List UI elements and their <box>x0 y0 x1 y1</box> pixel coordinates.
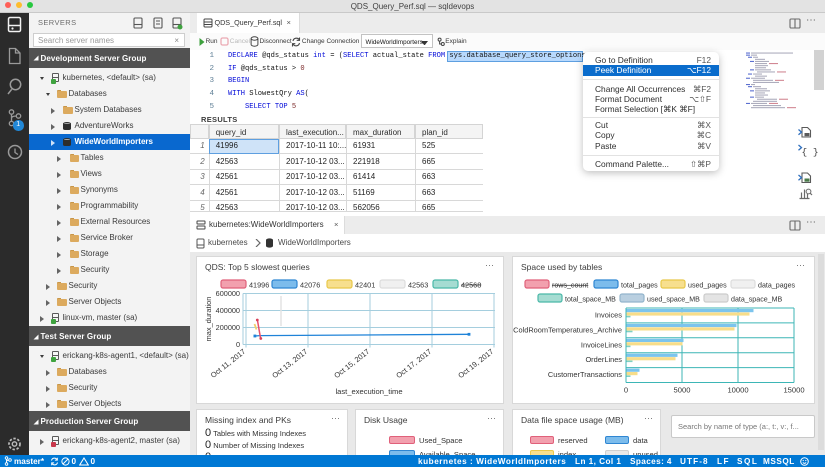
svg-text:data_space_MB: data_space_MB <box>731 295 783 303</box>
svg-text:Invoices: Invoices <box>595 310 622 319</box>
svg-text:42401: 42401 <box>355 280 375 289</box>
svg-text:data_pages: data_pages <box>758 281 796 289</box>
svg-text:Oct 13, 2017: Oct 13, 2017 <box>270 347 309 380</box>
svg-text:41996: 41996 <box>249 280 269 289</box>
svg-text:0: 0 <box>236 340 240 349</box>
svg-text:Oct 19, 2017: Oct 19, 2017 <box>456 347 495 380</box>
svg-text:last_execution_time: last_execution_time <box>335 387 402 396</box>
svg-text:InvoiceLines: InvoiceLines <box>581 340 622 349</box>
svg-text:ColdRoomTemperatures_Archive: ColdRoomTemperatures_Archive <box>513 325 622 334</box>
svg-text:0: 0 <box>624 386 628 395</box>
svg-text:Oct 11, 2017: Oct 11, 2017 <box>209 347 247 380</box>
svg-text:used_pages: used_pages <box>688 281 727 289</box>
svg-text:600000: 600000 <box>216 289 240 298</box>
svg-text:total_pages: total_pages <box>621 281 658 289</box>
svg-text:{ }: { } <box>802 147 819 158</box>
svg-text:CustomerTransactions: CustomerTransactions <box>548 370 622 379</box>
svg-text:200000: 200000 <box>216 323 240 332</box>
svg-text:42568: 42568 <box>461 280 481 289</box>
svg-text:5000: 5000 <box>674 386 691 395</box>
svg-text:42076: 42076 <box>300 280 320 289</box>
svg-text:400000: 400000 <box>216 306 240 315</box>
svg-text:OrderLines: OrderLines <box>585 355 622 364</box>
svg-text:42563: 42563 <box>408 280 428 289</box>
svg-text:used_space_MB: used_space_MB <box>647 295 700 303</box>
svg-text:max_duration: max_duration <box>204 297 213 342</box>
svg-text:15000: 15000 <box>783 386 804 395</box>
svg-text:10000: 10000 <box>727 386 748 395</box>
svg-text:total_space_MB: total_space_MB <box>565 295 616 303</box>
svg-text:Oct 17, 2017: Oct 17, 2017 <box>394 347 433 380</box>
svg-text:Oct 15, 2017: Oct 15, 2017 <box>332 347 371 380</box>
svg-text:rows_count: rows_count <box>552 281 588 289</box>
